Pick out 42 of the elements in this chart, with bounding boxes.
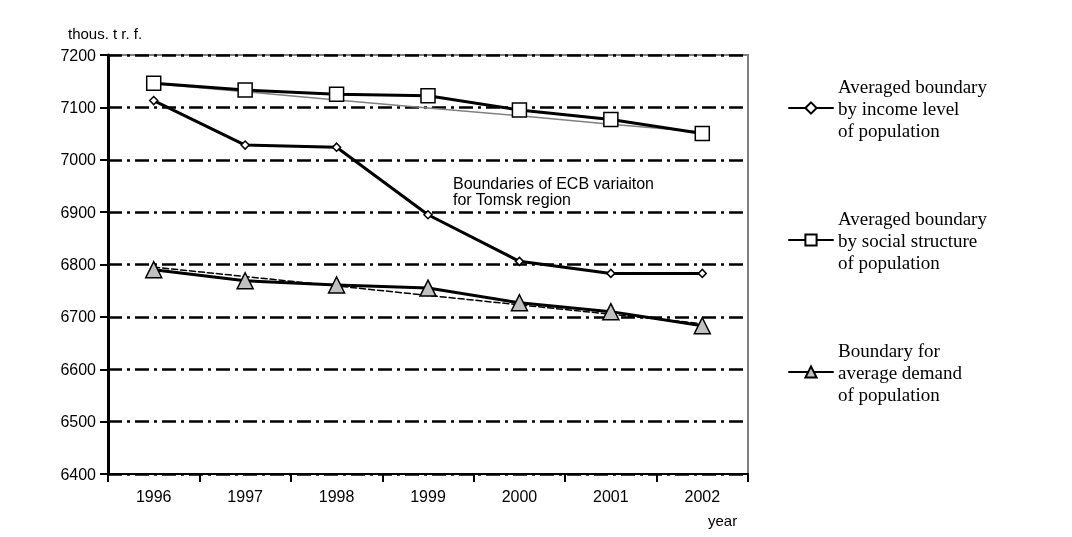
point — [331, 142, 342, 152]
legend-label: Boundary for average demand of population — [838, 339, 963, 405]
y-tick-label: 6800 — [60, 256, 97, 273]
legend-label: Averaged boundary by income level of population — [838, 75, 988, 141]
point — [327, 276, 346, 294]
y-tick-label: 6900 — [60, 203, 97, 221]
point — [240, 140, 250, 150]
x-tick-label: 1998 — [318, 487, 355, 505]
x-tick-label: 2002 — [684, 487, 721, 505]
point — [511, 102, 528, 118]
point — [694, 125, 711, 142]
x-tick-label: 1997 — [227, 487, 264, 505]
point — [236, 271, 254, 290]
annotation: Boundaries of ECB variaiton for Tomsk region — [453, 174, 654, 208]
x-tick-label: 2001 — [593, 487, 629, 505]
x-tick-label: 1996 — [135, 487, 172, 505]
point — [510, 293, 529, 312]
y-tick-label: 7000 — [60, 151, 97, 169]
point — [603, 111, 619, 128]
point — [419, 279, 437, 297]
point — [328, 86, 345, 103]
y-tick-label: 7200 — [60, 46, 97, 64]
point — [420, 88, 436, 104]
point — [145, 75, 162, 92]
x-axis-title: year — [708, 512, 738, 529]
legend-label: Averaged boundary by social structure of population — [838, 207, 988, 273]
point — [697, 268, 708, 279]
point — [237, 82, 253, 98]
point — [144, 260, 163, 279]
x-tick-label: 1999 — [410, 487, 446, 505]
point — [514, 256, 525, 267]
y-tick-label: 6500 — [60, 413, 97, 431]
y-tick-label: 7100 — [60, 98, 97, 116]
point — [693, 317, 712, 335]
y-tick-label: 6600 — [60, 360, 97, 378]
point — [148, 95, 159, 106]
y-tick-label: 6700 — [60, 308, 97, 326]
point — [606, 268, 616, 279]
point — [423, 209, 433, 220]
y-tick-label: 6400 — [60, 465, 97, 483]
y-axis-title: thous. t r. f. — [68, 25, 143, 42]
x-tick-label: 2000 — [501, 487, 538, 505]
